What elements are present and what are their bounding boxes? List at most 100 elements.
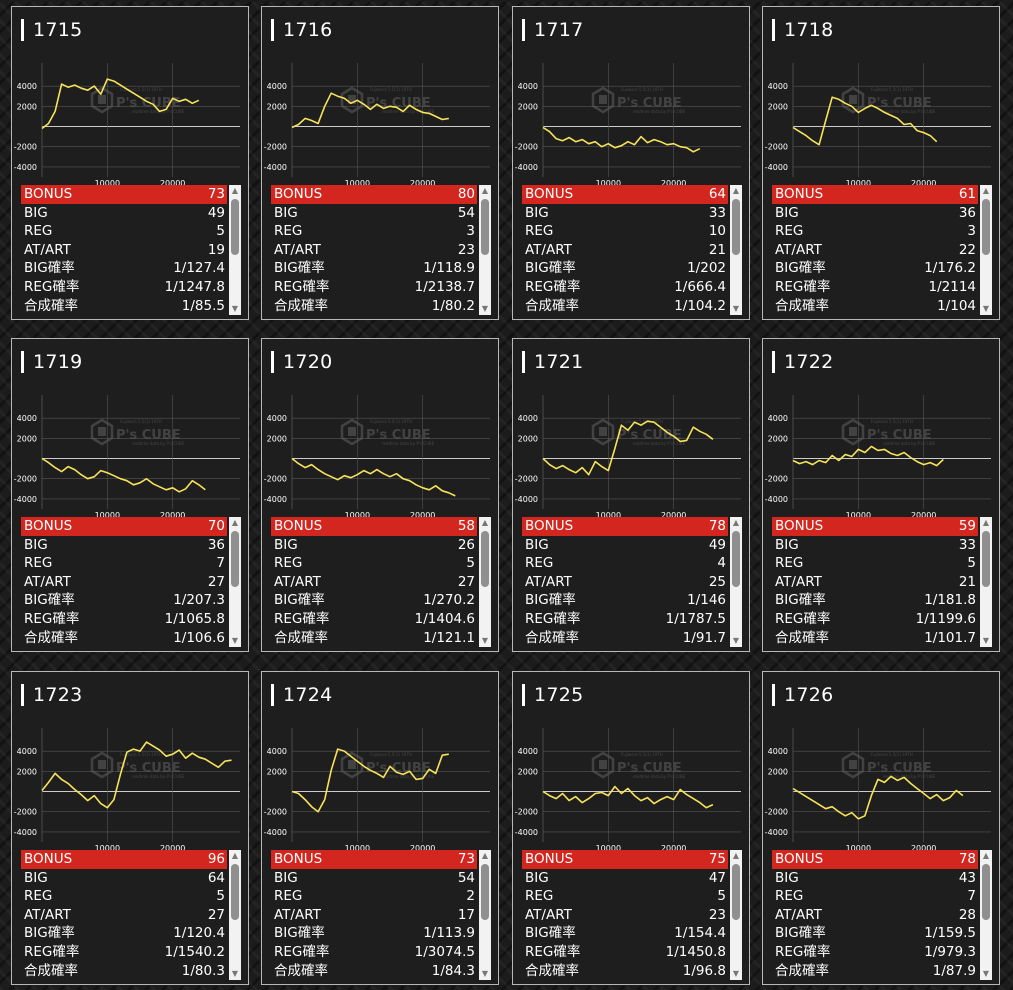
x-tick-label: 20000: [410, 844, 435, 853]
svg-text:realtime data by P's CUBE: realtime data by P's CUBE: [883, 109, 936, 114]
scroll-up-icon[interactable]: ▲: [481, 186, 489, 195]
scrollbar[interactable]: ▲ ▼: [479, 517, 491, 647]
slump-line: [792, 775, 964, 820]
machine-card[interactable]: 1725 P's CUBE Fujiwara 5.5(1) 19TH realtime…: [512, 671, 750, 985]
scrollbar[interactable]: ▲ ▼: [229, 185, 241, 315]
scroll-up-icon[interactable]: ▲: [231, 186, 239, 195]
stat-value: 1/96.8: [682, 962, 726, 979]
scroll-thumb[interactable]: [231, 531, 239, 587]
stat-value: 22: [958, 241, 976, 258]
scrollbar[interactable]: ▲ ▼: [730, 850, 742, 980]
slump-line: [792, 445, 944, 467]
scroll-thumb[interactable]: [481, 199, 489, 255]
machine-card[interactable]: 1720 P's CUBE Fujiwara 5.5(1) 19TH realtime…: [261, 338, 499, 652]
scrollbar[interactable]: ▲ ▼: [980, 185, 992, 315]
machine-card[interactable]: 1717 P's CUBE Fujiwara 5.5(1) 19TH realtime…: [512, 6, 750, 320]
stat-row-big: BIG 54: [271, 204, 477, 223]
scroll-up-icon[interactable]: ▲: [481, 851, 489, 860]
machine-card[interactable]: 1718 P's CUBE Fujiwara 5.5(1) 19TH realtime…: [762, 6, 1000, 320]
stat-label: AT/ART: [775, 573, 822, 590]
machine-card[interactable]: 1726 P's CUBE Fujiwara 5.5(1) 19TH realtime…: [762, 671, 1000, 985]
scroll-thumb[interactable]: [231, 864, 239, 920]
stat-value: 25: [708, 573, 726, 590]
scroll-up-icon[interactable]: ▲: [982, 851, 990, 860]
y-tick-label: -2000: [14, 475, 37, 484]
scroll-down-icon[interactable]: ▼: [982, 636, 990, 645]
scroll-thumb[interactable]: [481, 531, 489, 587]
scrollbar[interactable]: ▲ ▼: [730, 517, 742, 647]
scrollbar[interactable]: ▲ ▼: [229, 850, 241, 980]
svg-text:Fujiwara 5.5(1) 19TH: Fujiwara 5.5(1) 19TH: [621, 87, 663, 92]
stat-label: BONUS: [274, 851, 323, 867]
stat-label: BIG確率: [775, 592, 826, 609]
machine-card[interactable]: 1716 P's CUBE Fujiwara 5.5(1) 19TH realtime…: [261, 6, 499, 320]
y-tick-label: 2000: [17, 434, 37, 443]
machine-card[interactable]: 1724 P's CUBE Fujiwara 5.5(1) 19TH realtime…: [261, 671, 499, 985]
scroll-down-icon[interactable]: ▼: [732, 304, 740, 313]
slump-chart: P's CUBE Fujiwara 5.5(1) 19TH realtime dat…: [262, 49, 500, 189]
scrollbar[interactable]: ▲ ▼: [980, 850, 992, 980]
stat-label: REG: [525, 223, 554, 240]
stats-list: BONUS 59 BIG 33 REG 5 AT/ART 21 BIG確率 1/181.8 REG確…: [772, 517, 978, 647]
scroll-thumb[interactable]: [732, 864, 740, 920]
slump-graph: P's CUBE Fujiwara 5.5(1) 19TH realtime dat…: [14, 63, 240, 188]
scroll-down-icon[interactable]: ▼: [481, 304, 489, 313]
stat-row-bonus: BONUS 64: [522, 185, 728, 204]
scroll-up-icon[interactable]: ▲: [732, 851, 740, 860]
x-tick-label: 10000: [596, 844, 621, 853]
slump-line: [41, 78, 200, 130]
stat-label: 合成確率: [24, 962, 78, 979]
scroll-thumb[interactable]: [231, 199, 239, 255]
scroll-up-icon[interactable]: ▲: [231, 518, 239, 527]
stat-row-at: AT/ART 17: [271, 906, 477, 925]
scroll-down-icon[interactable]: ▼: [481, 636, 489, 645]
scroll-thumb[interactable]: [481, 864, 489, 920]
stat-label: 合成確率: [525, 962, 579, 979]
stat-row-combined-rate: 合成確率 1/80.3: [21, 962, 227, 981]
watermark-logo: P's CUBE Fujiwara 5.5(1) 19TH realtime dat…: [591, 751, 686, 779]
x-tick-label: 20000: [911, 844, 936, 853]
stat-label: REG: [775, 888, 804, 905]
machine-card[interactable]: 1723 P's CUBE Fujiwara 5.5(1) 19TH realtime…: [11, 671, 249, 985]
scroll-down-icon[interactable]: ▼: [231, 304, 239, 313]
watermark-logo: P's CUBE Fujiwara 5.5(1) 19TH realtime dat…: [841, 418, 936, 446]
stat-value: 1/159.5: [924, 925, 976, 942]
stat-row-combined-rate: 合成確率 1/91.7: [522, 629, 728, 648]
scrollbar[interactable]: ▲ ▼: [229, 517, 241, 647]
scroll-up-icon[interactable]: ▲: [982, 186, 990, 195]
scroll-thumb[interactable]: [732, 531, 740, 587]
scrollbar[interactable]: ▲ ▼: [730, 185, 742, 315]
machine-card[interactable]: 1722 P's CUBE Fujiwara 5.5(1) 19TH realtime…: [762, 338, 1000, 652]
y-tick-label: -2000: [765, 143, 788, 152]
x-tick-label: 20000: [911, 511, 936, 520]
stat-label: BONUS: [525, 518, 574, 534]
y-tick-label: 4000: [17, 414, 37, 423]
scroll-up-icon[interactable]: ▲: [982, 518, 990, 527]
scroll-down-icon[interactable]: ▼: [982, 304, 990, 313]
machine-card[interactable]: 1715 P's CUBE Fujiwara 5.5(1) 19TH realtime…: [11, 6, 249, 320]
scroll-down-icon[interactable]: ▼: [481, 969, 489, 978]
scrollbar[interactable]: ▲ ▼: [479, 850, 491, 980]
scroll-up-icon[interactable]: ▲: [481, 518, 489, 527]
scroll-down-icon[interactable]: ▼: [231, 969, 239, 978]
scroll-up-icon[interactable]: ▲: [732, 518, 740, 527]
stat-value: 1/1199.6: [915, 610, 976, 627]
scrollbar[interactable]: ▲ ▼: [980, 517, 992, 647]
scroll-down-icon[interactable]: ▼: [982, 969, 990, 978]
scroll-thumb[interactable]: [982, 531, 990, 587]
scroll-down-icon[interactable]: ▼: [231, 636, 239, 645]
machine-card[interactable]: 1721 P's CUBE Fujiwara 5.5(1) 19TH realtime…: [512, 338, 750, 652]
scroll-thumb[interactable]: [982, 199, 990, 255]
scroll-up-icon[interactable]: ▲: [231, 851, 239, 860]
scroll-thumb[interactable]: [732, 199, 740, 255]
scroll-down-icon[interactable]: ▼: [732, 636, 740, 645]
machine-card[interactable]: 1719 P's CUBE Fujiwara 5.5(1) 19TH realtime…: [11, 338, 249, 652]
scroll-up-icon[interactable]: ▲: [732, 186, 740, 195]
scroll-thumb[interactable]: [982, 864, 990, 920]
stat-value: 49: [708, 536, 726, 553]
stat-value: 5: [967, 555, 976, 572]
scrollbar[interactable]: ▲ ▼: [479, 185, 491, 315]
stat-label: REG: [775, 223, 804, 240]
scroll-down-icon[interactable]: ▼: [732, 969, 740, 978]
y-tick-label: -2000: [264, 143, 287, 152]
